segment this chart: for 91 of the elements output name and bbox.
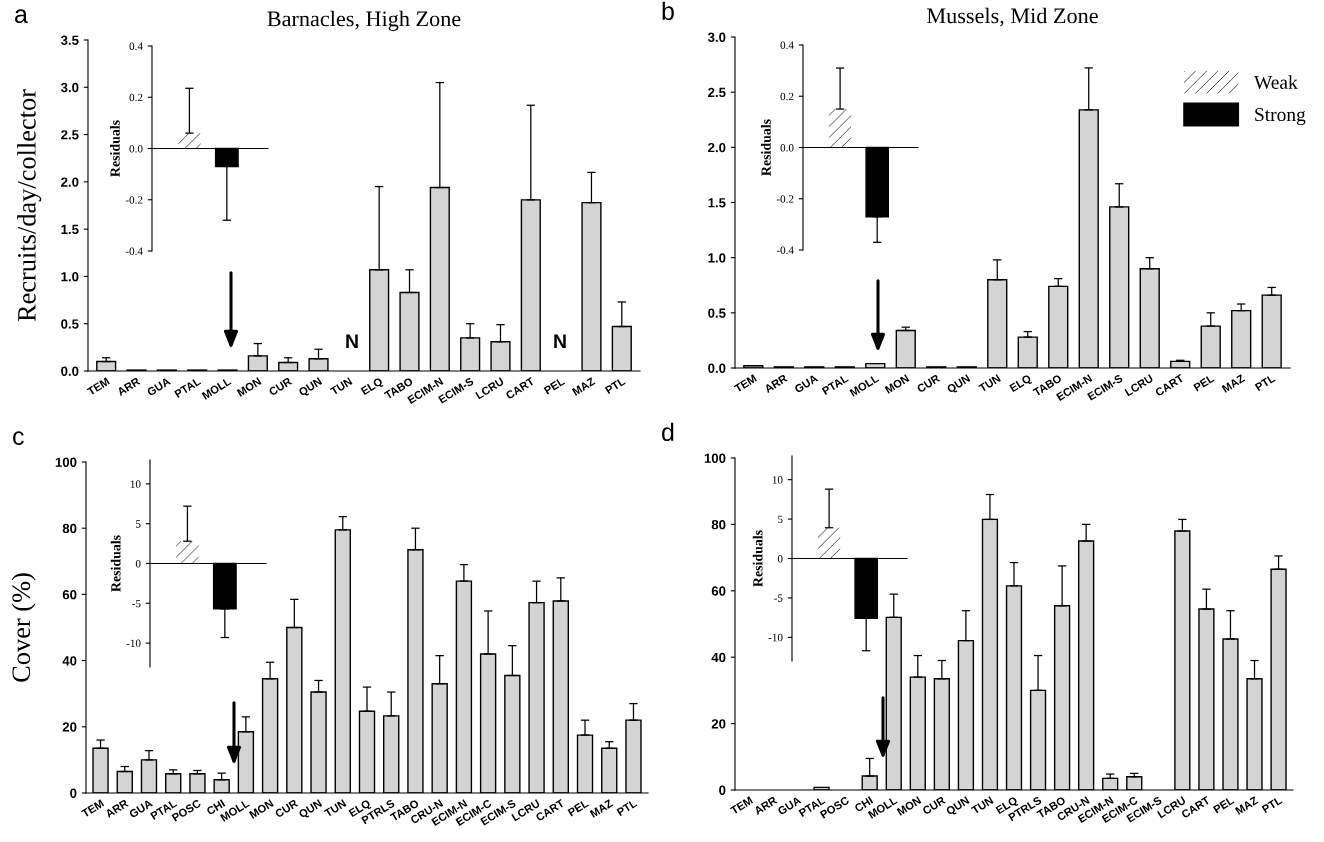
x-tick-label: ARR bbox=[104, 799, 129, 818]
y-tick-label: 0.2 bbox=[780, 92, 794, 101]
x-tick-label: PTL bbox=[1261, 796, 1283, 814]
x-tick-label: TUN bbox=[970, 796, 994, 815]
x-tick-label: ARR bbox=[753, 796, 778, 815]
text: a bbox=[15, 9, 28, 24]
y-tick-label: -10 bbox=[768, 633, 783, 642]
y-tick-label: 10 bbox=[772, 476, 783, 484]
text: b bbox=[662, 1, 674, 21]
y-tick-label: 20 bbox=[62, 722, 77, 732]
y-tick-label: -0.4 bbox=[125, 247, 143, 256]
x-tick-label: CUR bbox=[274, 798, 299, 818]
y-tick-label: 100 bbox=[704, 453, 726, 463]
y-tick-label: 0.0 bbox=[61, 366, 79, 376]
x-tick-label: TUN bbox=[323, 799, 347, 818]
x-tick-label: ARR bbox=[116, 377, 141, 396]
x-tick-label: TEM bbox=[80, 799, 105, 818]
y-tick-label: -5 bbox=[132, 599, 141, 608]
y-axis-title: Residuals bbox=[110, 535, 121, 592]
y-axis-title: Residuals bbox=[752, 530, 763, 587]
y-tick-label: 0.5 bbox=[708, 308, 726, 318]
y-tick-label: 0.4 bbox=[780, 41, 794, 50]
x-tick-label: CUR bbox=[268, 376, 293, 396]
y-tick-label: 0.4 bbox=[129, 42, 143, 51]
y-tick-label: 0.2 bbox=[129, 93, 143, 102]
y-tick-label: 40 bbox=[711, 652, 726, 663]
y-tick-label: -0.4 bbox=[776, 246, 794, 255]
text: c bbox=[13, 431, 24, 446]
y-tick-label: 2.0 bbox=[708, 142, 726, 153]
x-tick-label: PEL bbox=[543, 377, 566, 395]
y-tick-label: 2.5 bbox=[61, 130, 79, 140]
x-tick-label: GUA bbox=[146, 376, 171, 397]
x-tick-label: PTL bbox=[616, 799, 638, 817]
chart-title: Mussels, Mid Zone bbox=[927, 7, 1098, 27]
y-tick-label: 80 bbox=[711, 519, 726, 530]
x-tick-label: CUR bbox=[921, 795, 946, 815]
y-tick-label: 0 bbox=[70, 788, 77, 798]
x-tick-label: CUR bbox=[916, 373, 941, 393]
y-tick-label: 1.5 bbox=[708, 198, 726, 208]
x-tick-label: GUA bbox=[793, 373, 819, 394]
y-tick-label: 1.0 bbox=[61, 272, 79, 282]
y-tick-label: 0 bbox=[719, 785, 726, 795]
y-axis-title: Cover (%) bbox=[11, 573, 36, 682]
y-tick-label: 0.0 bbox=[708, 363, 726, 373]
x-tick-label: PEL bbox=[1193, 374, 1215, 392]
x-tick-label: TUN bbox=[978, 374, 1001, 393]
x-tick-label: TEM bbox=[733, 374, 757, 393]
y-tick-label: 3.0 bbox=[707, 32, 726, 42]
x-tick-label: TEM bbox=[86, 377, 110, 396]
y-tick-label: 0 bbox=[135, 559, 141, 568]
y-tick-label: 0.0 bbox=[780, 143, 794, 152]
x-tick-label: PTL bbox=[604, 377, 626, 395]
y-tick-label: 2.5 bbox=[708, 87, 726, 98]
legend-label: Strong bbox=[1255, 108, 1306, 126]
x-tick-label: PEL bbox=[1212, 796, 1235, 814]
y-tick-label: 10 bbox=[130, 480, 141, 488]
text: d bbox=[662, 422, 674, 442]
y-tick-label: 2.0 bbox=[61, 177, 79, 187]
y-tick-label: 5 bbox=[778, 515, 783, 524]
y-tick-label: 3.0 bbox=[60, 82, 79, 93]
x-tick-label: PEL bbox=[567, 799, 589, 817]
y-axis-title: Residuals bbox=[761, 119, 771, 176]
y-tick-label: 60 bbox=[711, 586, 726, 596]
y-axis-title: Recruits/day/collector bbox=[17, 89, 42, 322]
y-tick-label: 3.5 bbox=[60, 35, 79, 45]
y-tick-label: 80 bbox=[62, 523, 77, 534]
chart-title: Barnacles, High Zone bbox=[267, 10, 461, 31]
y-tick-label: -5 bbox=[774, 594, 783, 602]
y-axis-title: Residuals bbox=[110, 120, 120, 177]
y-tick-label: 1.5 bbox=[61, 224, 79, 235]
legend-label: Weak bbox=[1253, 75, 1298, 90]
x-tick-label: ELQ bbox=[360, 377, 385, 397]
y-tick-label: -10 bbox=[126, 639, 141, 648]
y-tick-label: -0.2 bbox=[776, 195, 794, 203]
y-tick-label: 60 bbox=[62, 589, 77, 600]
y-tick-label: 0 bbox=[777, 554, 783, 563]
x-tick-label: TUN bbox=[329, 377, 353, 396]
annotation: N bbox=[554, 334, 566, 348]
y-tick-label: 1.0 bbox=[708, 253, 726, 263]
y-tick-label: 0.5 bbox=[61, 319, 79, 329]
x-tick-label: PTL bbox=[1254, 374, 1276, 392]
x-tick-label: ARR bbox=[763, 374, 788, 393]
x-tick-label: ELQ bbox=[1009, 374, 1033, 394]
y-tick-label: 20 bbox=[711, 719, 726, 729]
y-tick-label: 40 bbox=[62, 656, 77, 666]
y-tick-label: 5 bbox=[136, 520, 141, 528]
annotation: N bbox=[346, 334, 358, 348]
x-tick-label: TEM bbox=[729, 796, 754, 815]
y-tick-label: 0.0 bbox=[129, 144, 143, 153]
y-tick-label: 100 bbox=[55, 457, 77, 467]
y-tick-label: -0.2 bbox=[125, 196, 143, 204]
